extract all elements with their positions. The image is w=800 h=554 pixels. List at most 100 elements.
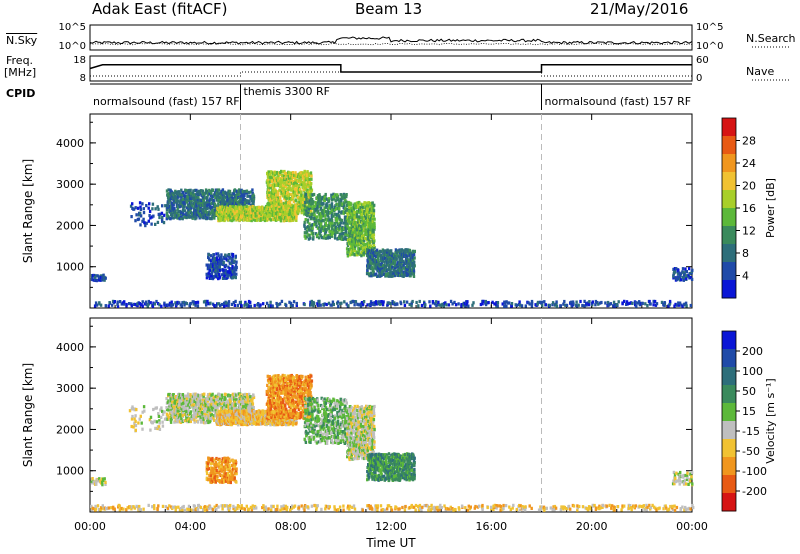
data-cell	[300, 192, 303, 196]
data-cell	[350, 220, 353, 224]
data-cell	[372, 205, 375, 209]
data-cell	[215, 259, 219, 264]
data-cell	[173, 198, 176, 203]
data-cell	[248, 213, 252, 217]
data-cell	[228, 267, 231, 271]
data-cell	[336, 230, 339, 234]
data-cell	[691, 268, 694, 272]
data-cell	[309, 204, 312, 208]
data-cell	[291, 203, 294, 208]
data-cell	[356, 253, 359, 257]
data-cell	[370, 265, 373, 269]
data-cell	[653, 299, 657, 304]
data-cell	[288, 201, 292, 206]
data-cell	[379, 268, 382, 272]
data-cell	[185, 302, 188, 306]
data-cell	[248, 406, 251, 410]
data-cell	[198, 417, 202, 421]
data-cell	[178, 191, 181, 195]
data-cell	[217, 421, 221, 425]
data-cell	[436, 303, 439, 307]
data-cell	[210, 276, 213, 280]
data-cell	[377, 274, 380, 278]
data-cell	[373, 303, 376, 307]
data-cell	[444, 301, 447, 305]
data-cell	[295, 173, 299, 177]
data-cell	[210, 413, 214, 417]
data-cell	[285, 212, 288, 216]
data-cell	[319, 199, 322, 203]
data-cell	[375, 272, 378, 276]
data-cell	[195, 204, 198, 208]
data-cell	[235, 210, 239, 214]
data-cell	[403, 266, 406, 270]
data-cell	[284, 185, 288, 189]
data-cell	[227, 253, 230, 257]
data-cell	[365, 221, 368, 225]
data-cell	[528, 302, 531, 306]
data-cell	[238, 197, 241, 201]
data-cell	[172, 396, 175, 400]
data-cell	[162, 221, 166, 225]
data-cell	[219, 261, 223, 265]
data-cell	[167, 414, 170, 418]
data-cell	[177, 199, 180, 203]
data-cell	[345, 302, 348, 306]
data-cell	[306, 176, 309, 180]
data-cell	[215, 198, 218, 202]
data-cell	[238, 405, 241, 409]
data-cell	[183, 209, 186, 213]
data-cell	[240, 196, 244, 200]
data-cell	[299, 205, 302, 209]
data-cell	[123, 300, 126, 304]
data-cell	[263, 206, 267, 210]
data-cell	[209, 254, 213, 258]
data-cell	[350, 249, 354, 253]
data-cell	[291, 304, 294, 308]
data-cell	[173, 415, 176, 419]
data-cell	[204, 299, 207, 303]
data-cell	[388, 263, 392, 267]
data-cell	[648, 299, 651, 304]
data-cell	[136, 206, 140, 210]
data-cell	[171, 207, 174, 211]
data-cell	[282, 192, 286, 196]
data-cell	[453, 300, 456, 304]
data-cell	[169, 401, 172, 405]
data-cell	[204, 415, 207, 419]
data-cell	[588, 303, 591, 307]
data-cell	[134, 302, 137, 307]
data-cell	[245, 211, 248, 215]
data-cell	[189, 301, 192, 306]
data-cell	[203, 191, 206, 195]
colorbar-swatch	[722, 208, 736, 227]
data-cell	[221, 405, 224, 409]
data-cell	[217, 419, 221, 423]
data-cell	[337, 304, 340, 308]
data-cell	[191, 216, 194, 220]
data-cell	[614, 304, 617, 308]
data-cell	[192, 189, 195, 193]
data-cell	[360, 254, 363, 258]
data-cell	[362, 251, 366, 255]
data-cell	[288, 171, 291, 175]
data-cell	[93, 304, 97, 308]
data-cell	[677, 301, 680, 305]
data-cell	[300, 194, 303, 198]
data-cell	[168, 411, 172, 415]
data-cell	[213, 267, 216, 271]
data-cell	[381, 303, 385, 307]
data-cell	[348, 226, 351, 230]
data-cell	[206, 399, 210, 403]
data-cell	[347, 211, 350, 215]
data-cell	[282, 183, 285, 187]
data-cell	[293, 184, 296, 188]
data-cell	[318, 229, 321, 233]
data-cell	[308, 226, 311, 230]
data-cell	[249, 404, 252, 408]
data-cell	[167, 203, 170, 208]
data-cell	[210, 217, 213, 221]
data-cell	[351, 215, 354, 219]
data-cell	[300, 199, 303, 203]
data-cell	[300, 182, 304, 186]
